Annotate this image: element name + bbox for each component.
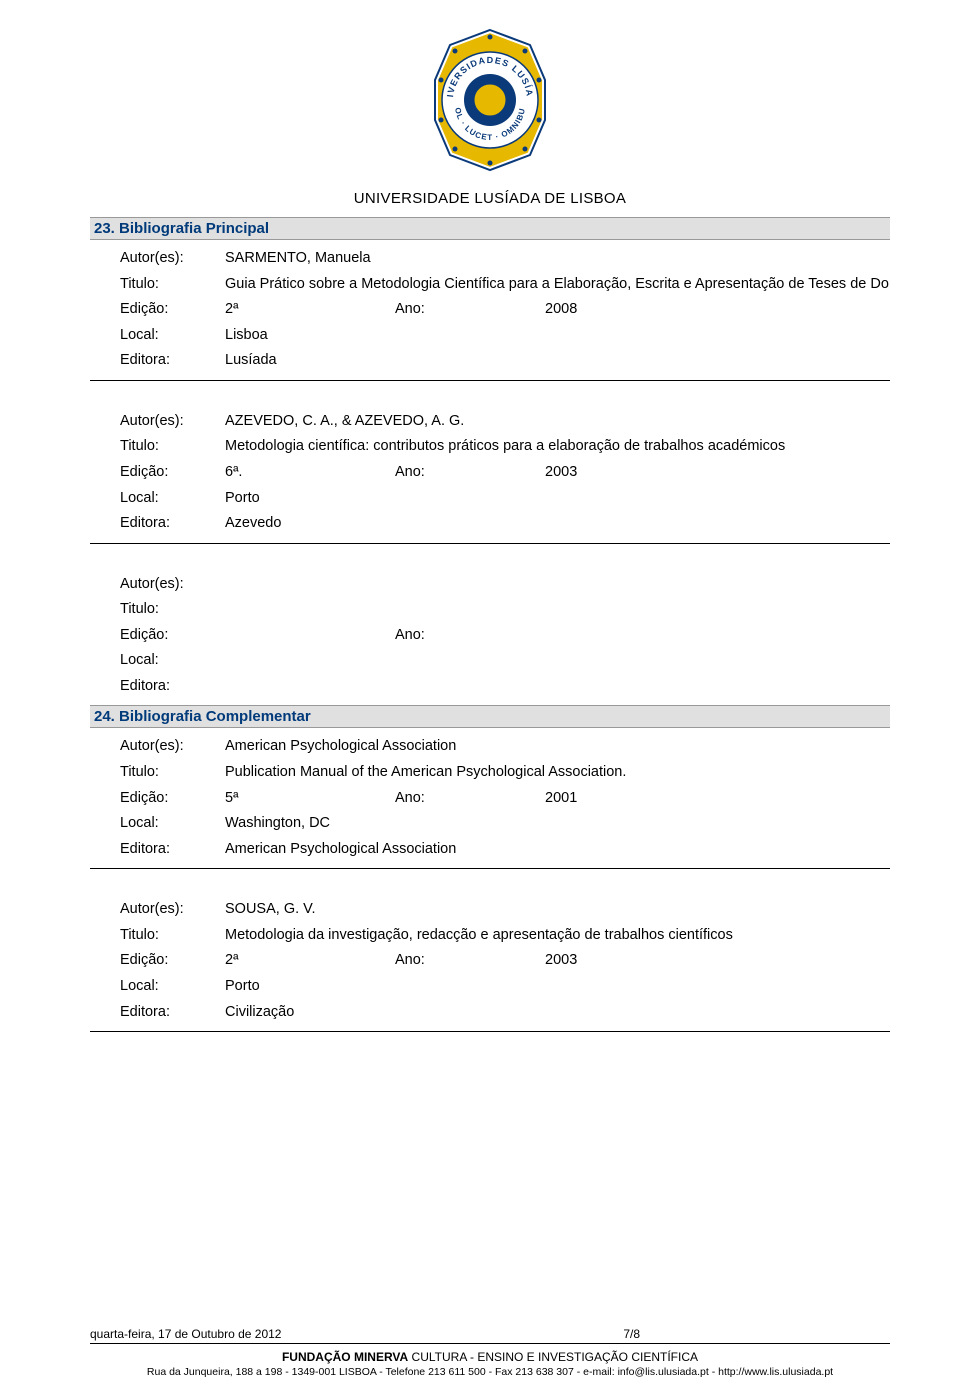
- value-edicao: 6ª.: [225, 463, 395, 483]
- label-ano: Ano:: [395, 789, 545, 809]
- value-editora: American Psychological Association: [225, 840, 890, 860]
- bib-entry: Autor(es): Titulo: Edição: Ano: Local: E…: [90, 572, 890, 700]
- label-ano: Ano:: [395, 951, 545, 971]
- entry-divider: [90, 380, 890, 381]
- value-local: Lisboa: [225, 326, 890, 346]
- value-edicao: 2ª: [225, 951, 395, 971]
- university-logo: UNIVERSIDADES LUSÍADA SOL · LUCET · OMNI…: [415, 25, 565, 180]
- label-edicao: Edição:: [90, 789, 225, 809]
- footer-org: FUNDAÇÃO MINERVA CULTURA - ENSINO E INVE…: [90, 1350, 890, 1364]
- value-ano: 2001: [545, 789, 890, 809]
- section-24-header: 24. Bibliografia Complementar: [90, 705, 890, 728]
- section-24-number: 24.: [94, 708, 115, 725]
- footer-page-number: 7/8: [623, 1327, 890, 1341]
- label-edicao: Edição:: [90, 626, 225, 646]
- value-autor: AZEVEDO, C. A., & AZEVEDO, A. G.: [225, 412, 890, 432]
- entry-divider: [90, 543, 890, 544]
- label-autor: Autor(es):: [90, 737, 225, 757]
- label-titulo: Titulo:: [90, 437, 225, 457]
- label-editora: Editora:: [90, 677, 225, 697]
- label-autor: Autor(es):: [90, 900, 225, 920]
- value-autor: American Psychological Association: [225, 737, 890, 757]
- label-autor: Autor(es):: [90, 249, 225, 269]
- label-local: Local:: [90, 489, 225, 509]
- bib-entry: Autor(es): SARMENTO, Manuela Titulo: Gui…: [90, 246, 890, 381]
- value-editora: Azevedo: [225, 514, 890, 534]
- footer: quarta-feira, 17 de Outubro de 2012 7/8 …: [90, 1327, 890, 1378]
- label-autor: Autor(es):: [90, 575, 225, 595]
- footer-date: quarta-feira, 17 de Outubro de 2012: [90, 1327, 623, 1341]
- entry-divider: [90, 868, 890, 869]
- label-editora: Editora:: [90, 1003, 225, 1023]
- entry-divider: [90, 1031, 890, 1032]
- value-ano: 2003: [545, 951, 890, 971]
- logo-container: UNIVERSIDADES LUSÍADA SOL · LUCET · OMNI…: [90, 25, 890, 180]
- label-titulo: Titulo:: [90, 600, 225, 620]
- value-ano: 2008: [545, 300, 890, 320]
- footer-address: Rua da Junqueira, 188 a 198 - 1349-001 L…: [90, 1366, 890, 1378]
- section-23-number: 23.: [94, 220, 115, 237]
- label-autor: Autor(es):: [90, 412, 225, 432]
- page-container: UNIVERSIDADES LUSÍADA SOL · LUCET · OMNI…: [0, 0, 960, 1398]
- label-titulo: Titulo:: [90, 763, 225, 783]
- footer-date-page: quarta-feira, 17 de Outubro de 2012 7/8: [90, 1327, 890, 1344]
- label-editora: Editora:: [90, 351, 225, 371]
- value-local: [225, 651, 890, 671]
- value-autor: [225, 575, 890, 595]
- value-edicao: [225, 626, 395, 646]
- footer-org-rest: CULTURA - ENSINO E INVESTIGAÇÃO CIENTÍFI…: [408, 1350, 698, 1364]
- value-titulo: Metodologia científica: contributos prát…: [225, 437, 890, 457]
- label-ano: Ano:: [395, 463, 545, 483]
- label-edicao: Edição:: [90, 463, 225, 483]
- section-23-title: Bibliografia Principal: [119, 220, 269, 237]
- label-edicao: Edição:: [90, 951, 225, 971]
- value-editora: Lusíada: [225, 351, 890, 371]
- value-titulo: Metodologia da investigação, redacção e …: [225, 926, 890, 946]
- label-titulo: Titulo:: [90, 926, 225, 946]
- value-ano: [545, 626, 890, 646]
- label-local: Local:: [90, 651, 225, 671]
- section-24-title: Bibliografia Complementar: [119, 708, 311, 725]
- label-ano: Ano:: [395, 626, 545, 646]
- value-autor: SOUSA, G. V.: [225, 900, 890, 920]
- value-local: Porto: [225, 977, 890, 997]
- value-local: Porto: [225, 489, 890, 509]
- footer-org-bold: FUNDAÇÃO MINERVA: [282, 1350, 408, 1364]
- section-23-header: 23. Bibliografia Principal: [90, 217, 890, 240]
- value-edicao: 5ª: [225, 789, 395, 809]
- value-local: Washington, DC: [225, 814, 890, 834]
- value-editora: [225, 677, 890, 697]
- label-editora: Editora:: [90, 514, 225, 534]
- value-titulo: Guia Prático sobre a Metodologia Científ…: [225, 275, 890, 295]
- label-edicao: Edição:: [90, 300, 225, 320]
- value-ano: 2003: [545, 463, 890, 483]
- value-editora: Civilização: [225, 1003, 890, 1023]
- bib-entry: Autor(es): American Psychological Associ…: [90, 734, 890, 869]
- label-ano: Ano:: [395, 300, 545, 320]
- value-titulo: [225, 600, 890, 620]
- bib-entry: Autor(es): SOUSA, G. V. Titulo: Metodolo…: [90, 897, 890, 1032]
- value-edicao: 2ª: [225, 300, 395, 320]
- page-title: UNIVERSIDADE LUSÍADA DE LISBOA: [90, 190, 890, 207]
- bib-entry: Autor(es): AZEVEDO, C. A., & AZEVEDO, A.…: [90, 409, 890, 544]
- label-editora: Editora:: [90, 840, 225, 860]
- label-titulo: Titulo:: [90, 275, 225, 295]
- label-local: Local:: [90, 814, 225, 834]
- value-titulo: Publication Manual of the American Psych…: [225, 763, 890, 783]
- label-local: Local:: [90, 977, 225, 997]
- label-local: Local:: [90, 326, 225, 346]
- value-autor: SARMENTO, Manuela: [225, 249, 890, 269]
